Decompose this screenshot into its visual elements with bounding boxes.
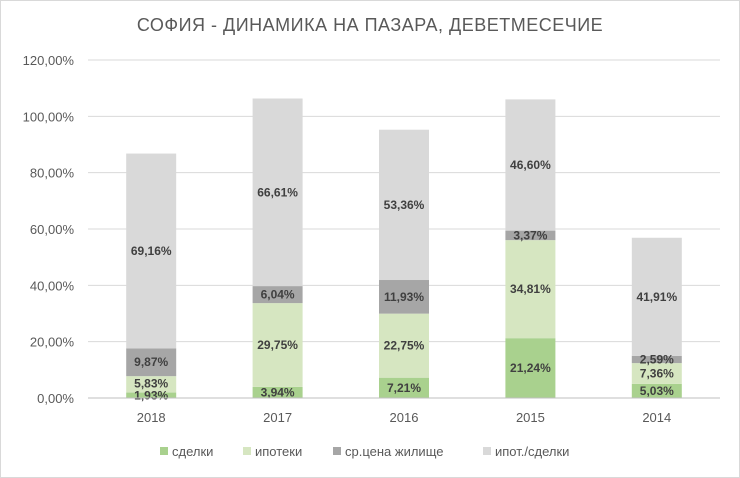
legend-label: сделки <box>172 444 213 459</box>
y-tick-label: 20,00% <box>30 335 75 350</box>
y-tick-label: 80,00% <box>30 166 75 181</box>
bar-segment <box>631 363 682 384</box>
y-tick-label: 60,00% <box>30 222 75 237</box>
bar-stack: 1,93%5,83% 9,87% 69,16% <box>126 153 177 402</box>
data-label: 5,83% <box>134 376 168 390</box>
bar-segment <box>126 153 177 349</box>
data-label: 7,36% <box>640 366 674 380</box>
data-label: 3,37% <box>513 228 547 242</box>
x-tick-label: 2017 <box>263 410 292 425</box>
x-tick-label: 2016 <box>390 410 419 425</box>
x-tick-label: 2015 <box>516 410 545 425</box>
bar-stack: 7,21% 22,75% 11,93% 53,36% <box>379 129 429 398</box>
data-label: 22,75% <box>384 339 425 353</box>
bar-segment <box>505 230 556 241</box>
legend-label: ср.цена жилище <box>345 444 443 459</box>
legend-item: ипотеки <box>243 444 302 459</box>
bar-segment <box>505 240 556 339</box>
legend-item: ср.цена жилище <box>333 444 443 459</box>
legend-label: ипотеки <box>255 444 302 459</box>
data-label: 1,93% <box>134 388 168 402</box>
data-label: 69,16% <box>131 244 172 258</box>
bar-segment <box>126 376 177 393</box>
legend: сделки ипотеки ср.цена жилище ипот./сделки <box>160 444 569 459</box>
bar-segment <box>252 98 303 287</box>
bar-segment <box>379 280 429 314</box>
bar-segment <box>379 129 429 281</box>
bar-segment <box>379 377 429 398</box>
data-label: 66,61% <box>257 185 298 199</box>
data-label: 11,93% <box>384 290 424 304</box>
bar-stacks: 1,93%5,83% 9,87% 69,16% 3,94% 29,75% 6,04% 66,… <box>126 98 682 402</box>
data-label: 9,87% <box>134 355 168 369</box>
bar-segment <box>252 286 303 304</box>
data-label: 6,04% <box>261 288 295 302</box>
y-tick-label: 40,00% <box>30 278 75 293</box>
legend-label: ипот./сделки <box>495 444 569 459</box>
bar-segment <box>631 237 682 356</box>
data-label: 21,24% <box>510 361 551 375</box>
bar-segment <box>252 303 303 387</box>
y-tick-label: 100,00% <box>23 109 75 124</box>
y-axis: 0,00% 20,00% 40,00% 60,00% 80,00% 100,00% 120,… <box>23 53 75 406</box>
data-label: 41,91% <box>636 290 677 304</box>
bar-segment <box>379 313 429 378</box>
bar-segment <box>631 355 682 364</box>
data-label: 5,03% <box>640 384 674 398</box>
data-label: 34,81% <box>510 282 551 296</box>
y-tick-label: 120,00% <box>23 53 75 68</box>
x-axis: 2018 2017 2016 2015 2014 <box>88 397 720 425</box>
legend-item: сделки <box>160 444 213 459</box>
data-label: 29,75% <box>257 338 298 352</box>
bar-segment <box>126 392 177 398</box>
legend-swatch <box>483 447 491 455</box>
x-tick-label: 2018 <box>137 410 166 425</box>
legend-swatch <box>333 447 341 455</box>
y-tick-label: 0,00% <box>37 391 74 406</box>
bar-segment <box>631 383 682 398</box>
bar-stack: 3,94% 29,75% 6,04% 66,61% <box>252 98 303 399</box>
data-label: 46,60% <box>510 158 551 172</box>
bar-segment <box>505 338 556 398</box>
data-label: 53,36% <box>384 198 425 212</box>
bar-segment <box>252 386 303 398</box>
legend-item: ипот./сделки <box>483 444 569 459</box>
chart-title: СОФИЯ - ДИНАМИКА НА ПАЗАРА, ДЕВЕТМЕСЕЧИЕ <box>137 15 603 35</box>
bar-segment <box>505 99 556 231</box>
data-label: 3,94% <box>261 385 295 399</box>
legend-swatch <box>243 447 251 455</box>
bar-segment <box>126 348 177 377</box>
bar-stack: 21,24% 34,81% 3,37% 46,60% <box>505 99 556 398</box>
x-tick-label: 2014 <box>642 410 671 425</box>
bar-stack: 5,03% 7,36%2,59% 41,91% <box>631 237 682 398</box>
data-label: 2,59% <box>640 352 674 366</box>
legend-swatch <box>160 447 168 455</box>
data-label: 7,21% <box>387 381 421 395</box>
